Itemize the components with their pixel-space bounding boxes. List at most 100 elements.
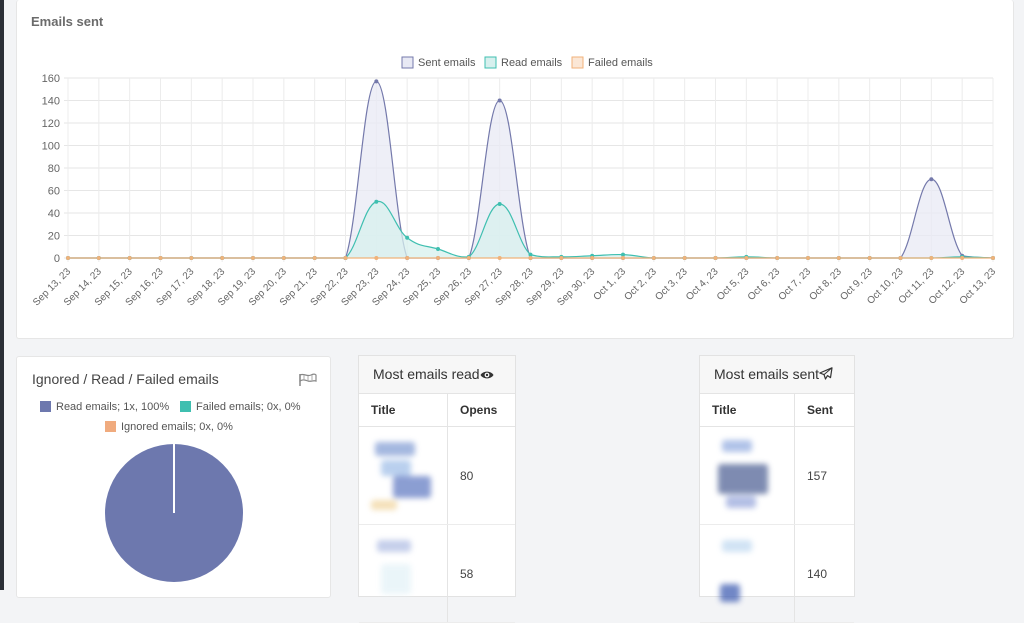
- blurred-thumbnail: [371, 436, 435, 516]
- data-point: [497, 202, 502, 206]
- x-tick-label: Oct 8, 23: [807, 266, 844, 303]
- data-point: [158, 256, 163, 260]
- blurred-thumbnail: [712, 534, 776, 614]
- y-tick-label: 20: [48, 231, 60, 243]
- column-opens: Opens: [447, 394, 515, 427]
- data-point: [929, 256, 934, 260]
- most-emails-sent-card: Most emails sent Title Sent 157: [699, 355, 855, 623]
- data-point: [682, 256, 687, 260]
- table-row[interactable]: 58: [359, 524, 515, 623]
- blurred-thumbnail: [371, 534, 435, 614]
- data-point: [559, 256, 564, 260]
- x-tick-label: Oct 1, 23: [592, 266, 629, 303]
- x-tick-label: Oct 5, 23: [715, 266, 752, 303]
- most-sent-title: Most emails sent: [714, 366, 820, 382]
- data-point: [189, 256, 194, 260]
- data-point: [744, 256, 749, 260]
- opens-value: 80: [447, 426, 515, 525]
- x-tick-label: Oct 3, 23: [653, 266, 690, 303]
- legend-swatch: [40, 401, 51, 412]
- most-read-title: Most emails read: [373, 366, 480, 382]
- row-thumbnail-cell: [700, 524, 795, 623]
- y-tick-label: 0: [54, 253, 60, 265]
- data-point: [497, 256, 502, 260]
- emails-sent-title: Emails sent: [31, 14, 104, 29]
- data-point: [374, 256, 379, 260]
- data-point: [251, 256, 255, 260]
- y-tick-label: 40: [48, 208, 60, 220]
- data-point: [127, 256, 132, 260]
- table-row[interactable]: 140: [700, 524, 854, 623]
- data-point: [405, 256, 410, 260]
- data-point: [528, 256, 533, 260]
- column-sent: Sent: [794, 394, 854, 427]
- legend-swatch: [484, 56, 497, 69]
- sent-value: 140: [794, 524, 854, 623]
- row-thumbnail-cell: [700, 426, 795, 525]
- data-point: [281, 256, 286, 260]
- data-point: [991, 256, 995, 260]
- flag-icon[interactable]: [299, 373, 317, 387]
- data-point: [436, 247, 440, 251]
- sent-value: 157: [794, 426, 854, 525]
- legend-label: Read emails: [501, 57, 563, 69]
- row-thumbnail-cell: [359, 426, 448, 525]
- data-point: [621, 252, 625, 257]
- data-point: [528, 252, 533, 257]
- data-point: [66, 256, 70, 260]
- table-header-row: Title Opens: [359, 394, 515, 427]
- legend-swatch: [401, 56, 414, 69]
- legend-label: Read emails; 1x, 100%: [56, 401, 169, 413]
- most-emails-read-card: Most emails read Title Opens 80: [358, 355, 516, 623]
- data-point: [405, 235, 410, 240]
- data-point: [343, 256, 348, 260]
- data-point: [806, 256, 810, 260]
- chart-grid: [64, 77, 994, 262]
- data-point: [497, 98, 502, 103]
- legend-label: Ignored emails; 0x, 0%: [121, 421, 233, 433]
- data-point: [621, 256, 625, 260]
- data-point: [960, 256, 965, 260]
- legend-swatch: [105, 421, 116, 432]
- data-point: [96, 256, 101, 260]
- data-point: [867, 256, 872, 260]
- legend-label: Failed emails; 0x, 0%: [196, 401, 301, 413]
- most-sent-table: Title Sent 157: [700, 394, 854, 623]
- y-tick-label: 80: [48, 163, 60, 175]
- pie-chart: Read emails; 1x, 100% Failed emails; 0x, …: [40, 401, 301, 582]
- legend-swatch: [571, 56, 584, 69]
- data-point: [220, 256, 225, 260]
- y-tick-label: 160: [42, 73, 60, 85]
- data-point: [929, 177, 934, 182]
- pie-card-title: Ignored / Read / Failed emails: [32, 371, 219, 387]
- data-point: [312, 256, 317, 260]
- data-point: [436, 256, 440, 260]
- y-tick-label: 120: [42, 118, 60, 130]
- most-sent-header: Most emails sent: [700, 356, 854, 394]
- data-point: [651, 256, 656, 260]
- paper-plane-icon: [819, 357, 833, 394]
- most-read-header: Most emails read: [359, 356, 515, 394]
- window-edge: [0, 0, 4, 590]
- table-row[interactable]: 157: [700, 426, 854, 525]
- data-point: [590, 256, 595, 260]
- column-title: Title: [700, 394, 795, 427]
- row-thumbnail-cell: [359, 524, 448, 623]
- data-point: [898, 256, 903, 260]
- data-point: [775, 256, 780, 260]
- table-row[interactable]: 80: [359, 426, 515, 525]
- ignored-read-failed-card: Ignored / Read / Failed emails Read emai…: [16, 356, 331, 598]
- y-tick-label: 140: [42, 96, 60, 108]
- x-tick-label: Oct 7, 23: [777, 266, 814, 303]
- data-point: [466, 256, 471, 260]
- data-point: [836, 256, 841, 260]
- data-point: [374, 199, 379, 204]
- data-point: [713, 256, 718, 260]
- column-title: Title: [359, 394, 448, 427]
- y-tick-label: 60: [48, 186, 60, 198]
- table-header-row: Title Sent: [700, 394, 854, 427]
- emails-sent-card: Emails sent 0 20 40 60 80 100 120 140 160 Sep 13,…: [16, 0, 1014, 339]
- eye-icon: [480, 357, 494, 394]
- legend-label: Sent emails: [418, 57, 476, 69]
